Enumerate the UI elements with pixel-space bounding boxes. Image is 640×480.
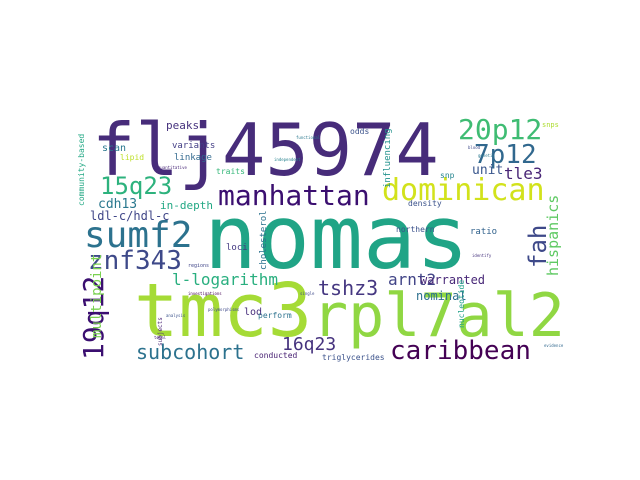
word: perform bbox=[258, 311, 292, 320]
word: linkage bbox=[174, 153, 212, 163]
word: nominal bbox=[416, 289, 467, 303]
word: lipid bbox=[120, 153, 145, 162]
word: subjects bbox=[157, 317, 164, 346]
word: l-logarithm bbox=[172, 270, 278, 289]
word: 7p12 bbox=[474, 140, 537, 170]
word: conducted bbox=[254, 351, 298, 360]
word: unit bbox=[472, 163, 504, 178]
word: blood bbox=[468, 145, 481, 150]
word: total bbox=[154, 335, 167, 340]
word: influencing bbox=[383, 128, 393, 188]
word: 15q23 bbox=[100, 172, 173, 200]
word-cloud: flj45974 nomas tmc3 rpl7al2 dominican ma… bbox=[74, 112, 568, 366]
word: functional bbox=[296, 135, 321, 140]
word: triglycerides bbox=[322, 353, 385, 362]
word: 16q23 bbox=[282, 334, 337, 355]
word: ldl-c/hdl-c bbox=[90, 209, 170, 223]
word: analysis bbox=[166, 313, 186, 318]
word: warranted bbox=[420, 273, 486, 287]
word: manhattan bbox=[218, 179, 370, 212]
word: nomas bbox=[204, 186, 469, 289]
word: flj45974 bbox=[92, 112, 439, 192]
word: subcohort bbox=[136, 340, 245, 364]
word: sumf2 bbox=[84, 215, 193, 256]
word: multipoint bbox=[89, 253, 105, 338]
word: in-depth bbox=[160, 199, 213, 212]
word: snps bbox=[542, 121, 559, 129]
word: 20p12 bbox=[458, 113, 543, 146]
word: znf343 bbox=[88, 246, 182, 276]
word: ratio bbox=[470, 227, 498, 237]
word: scan bbox=[102, 143, 127, 154]
word: arnt2 bbox=[388, 270, 437, 289]
word: identify bbox=[472, 253, 492, 258]
word: odds bbox=[350, 127, 370, 136]
word: nucleotide bbox=[457, 279, 466, 328]
word: traits bbox=[216, 167, 245, 176]
word: community-based bbox=[77, 133, 86, 206]
word: northern bbox=[396, 225, 435, 234]
word: single bbox=[300, 291, 315, 296]
word: hispanics bbox=[544, 194, 562, 276]
word: tmc3 bbox=[134, 268, 313, 354]
word: investigations bbox=[188, 291, 222, 296]
word: genetic bbox=[478, 153, 495, 158]
word: loci bbox=[226, 243, 248, 253]
word: density bbox=[408, 199, 442, 208]
word: caribbean bbox=[390, 336, 531, 366]
word: regions bbox=[188, 263, 210, 269]
word: rpl7al2 bbox=[312, 281, 565, 351]
word: cdh13 bbox=[98, 197, 138, 212]
word: polymorphisms bbox=[208, 307, 240, 312]
word: independent bbox=[274, 157, 301, 162]
word: tshz3 bbox=[318, 276, 379, 300]
word: lod bbox=[244, 307, 263, 318]
word: evidence bbox=[544, 343, 564, 348]
word: peaks bbox=[166, 119, 200, 132]
word: dominican bbox=[382, 173, 545, 208]
word: quantitative bbox=[158, 165, 187, 170]
word: variants bbox=[172, 141, 216, 151]
word: snp bbox=[440, 171, 455, 180]
word: tle3 bbox=[504, 164, 543, 183]
word: cholesterol bbox=[259, 210, 269, 270]
